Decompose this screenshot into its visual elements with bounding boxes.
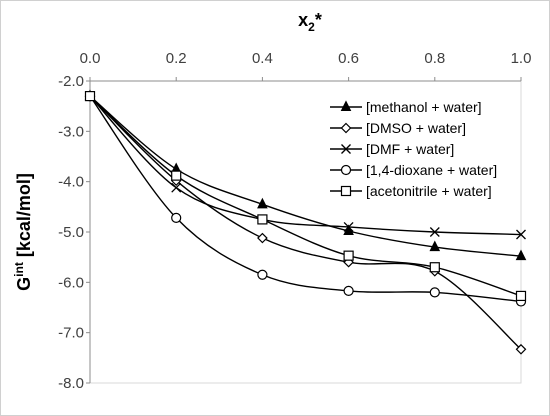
data-point-stroke — [516, 229, 526, 240]
x-tick-label: 0.4 — [252, 50, 273, 67]
data-point — [340, 164, 352, 176]
data-point — [257, 197, 268, 209]
data-point — [340, 185, 352, 197]
data-point — [257, 214, 268, 225]
data-point — [429, 262, 440, 273]
y-tick-label: -7.0 — [58, 325, 84, 342]
data-point — [515, 290, 527, 302]
data-point-stroke — [171, 182, 182, 193]
y-tick-label: -6.0 — [58, 274, 84, 291]
legend-item: [acetonitrile + water] — [330, 183, 492, 199]
data-point — [429, 227, 440, 237]
data-point — [429, 287, 440, 298]
y-tick-label: -3.0 — [58, 123, 84, 140]
series-line — [89, 95, 522, 257]
series-line — [89, 95, 522, 350]
legend-item: [DMF + water] — [330, 141, 454, 157]
legend-item: [1,4-dioxane + water] — [330, 162, 497, 178]
series-line — [89, 95, 522, 297]
legend-label: [DMSO + water] — [366, 120, 466, 136]
data-point — [257, 232, 268, 244]
data-point-stroke — [343, 222, 354, 232]
data-point — [257, 269, 268, 280]
legend-label: [methanol + water] — [366, 99, 482, 115]
x-tick-label: 0.2 — [166, 50, 187, 67]
legend: [methanol + water] [DMSO + water] [DMF + w… — [320, 92, 516, 200]
x-tick-labels: 0.0 0.2 0.4 0.6 0.8 1.0 — [80, 50, 532, 67]
data-point — [340, 122, 352, 134]
legend-background — [320, 92, 516, 200]
data-point — [343, 285, 354, 296]
y-tick-label: -4.0 — [58, 174, 84, 191]
data-point — [341, 144, 351, 154]
data-point — [515, 249, 527, 261]
data-point — [343, 250, 354, 261]
y-tick-label: -5.0 — [58, 224, 84, 241]
legend-label: [1,4-dioxane + water] — [366, 162, 497, 178]
legend-label: [DMF + water] — [366, 141, 454, 157]
data-point-stroke — [341, 144, 351, 154]
y-tick-label: -8.0 — [58, 375, 84, 392]
series-group — [84, 89, 527, 355]
data-point — [516, 229, 526, 240]
y-axis-title: Gint [kcal/mol] — [12, 173, 34, 291]
x-axis-title: x2* — [298, 10, 322, 34]
x-tick-label: 0.6 — [338, 50, 359, 67]
data-point — [340, 100, 352, 111]
y-tick-label: -2.0 — [58, 73, 84, 90]
series-4 — [84, 90, 527, 302]
data-point — [171, 182, 182, 193]
data-point — [515, 343, 527, 355]
series-line — [89, 95, 522, 236]
x-tick-label: 1.0 — [511, 50, 532, 67]
data-point-stroke — [429, 227, 440, 237]
axes — [86, 77, 522, 384]
x-tick-label: 0.0 — [80, 50, 101, 67]
x-tick-label: 0.8 — [424, 50, 445, 67]
legend-item: [DMSO + water] — [330, 120, 466, 136]
legend-item: [methanol + water] — [330, 99, 482, 115]
data-point — [343, 222, 354, 232]
data-point — [84, 90, 96, 102]
data-point — [429, 240, 441, 252]
y-tick-labels: -2.0 -3.0 -4.0 -5.0 -6.0 -7.0 -8.0 — [58, 73, 84, 392]
data-point — [171, 170, 182, 181]
legend-label: [acetonitrile + water] — [366, 183, 492, 199]
data-point — [171, 212, 182, 224]
